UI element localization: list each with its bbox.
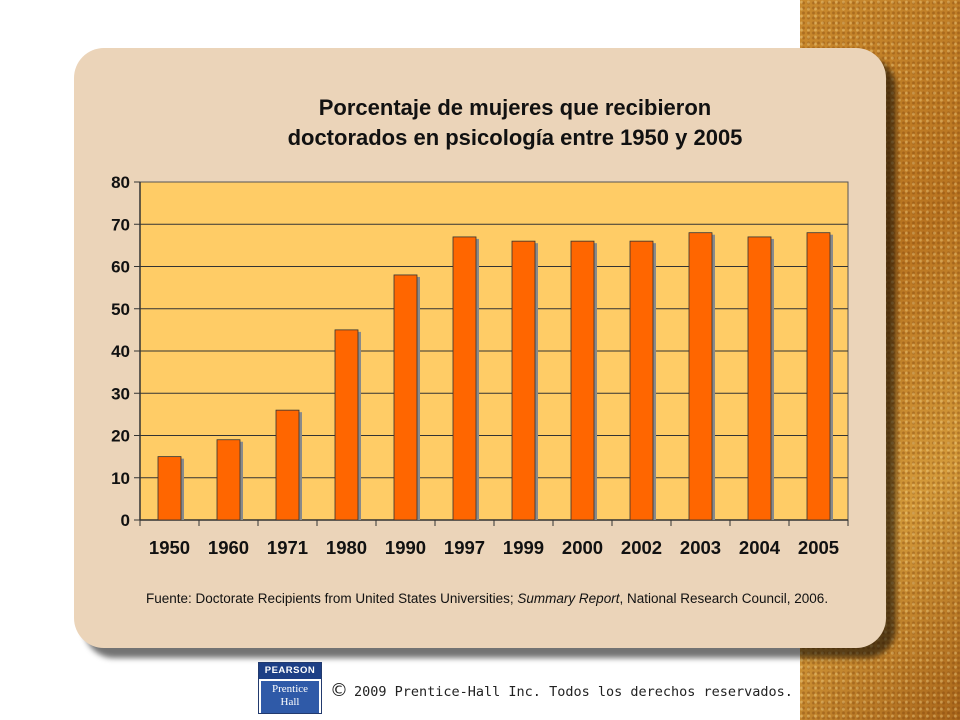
x-tick-label: 2005 [798, 537, 839, 558]
x-tick-label: 1950 [149, 537, 190, 558]
x-tick-label: 2002 [621, 537, 662, 558]
logo-line2: Hall [280, 696, 300, 708]
bar [629, 240, 654, 521]
chart-title-line1: Porcentaje de mujeres que recibieron [318, 95, 712, 120]
bar [806, 232, 831, 521]
bar [275, 409, 300, 521]
bar [334, 329, 359, 521]
bar [747, 236, 772, 521]
y-tick-label: 60 [111, 258, 130, 277]
bar [216, 439, 241, 521]
x-tick-label: 1990 [385, 537, 426, 558]
bar [511, 240, 536, 521]
chart-title-line2: doctorados en psicología entre 1950 y 20… [287, 125, 743, 150]
y-tick-label: 20 [111, 427, 130, 446]
source-note: Fuente: Doctorate Recipients from United… [146, 589, 866, 608]
copyright-label: 2009 Prentice-Hall Inc. Todos los derech… [354, 684, 793, 700]
logo-top-text: PEARSON [259, 663, 321, 679]
x-tick-label: 2003 [680, 537, 721, 558]
chart-title: Porcentaje de mujeres que recibieron doc… [190, 93, 840, 153]
source-prefix: Fuente: Doctorate Recipients from United… [146, 591, 518, 606]
logo-line1: Prentice [271, 683, 309, 695]
footer: PEARSON Prentice Hall © 2009 Prentice-Hal… [258, 662, 858, 714]
bar [688, 232, 713, 521]
y-tick-label: 50 [111, 300, 130, 319]
pearson-logo: PEARSON Prentice Hall [258, 662, 322, 714]
y-tick-label: 0 [121, 511, 130, 530]
bar [452, 236, 477, 521]
copyright-icon: © [330, 680, 348, 701]
x-tick-label: 1960 [208, 537, 249, 558]
x-tick-label: 1997 [444, 537, 485, 558]
copyright-text: © 2009 Prentice-Hall Inc. Todos los derec… [330, 680, 793, 701]
x-tick-label: 1971 [267, 537, 308, 558]
source-suffix: , National Research Council, 2006. [619, 591, 829, 606]
y-tick-label: 10 [111, 469, 130, 488]
x-tick-label: 1980 [326, 537, 367, 558]
y-tick-label: 80 [111, 173, 130, 192]
bar [393, 274, 418, 521]
x-tick-label: 1999 [503, 537, 544, 558]
logo-bottom: Prentice Hall [261, 681, 319, 713]
x-tick-label: 2000 [562, 537, 603, 558]
x-tick-label: 2004 [739, 537, 781, 558]
y-tick-label: 70 [111, 215, 130, 234]
bar [570, 240, 595, 521]
y-tick-label: 30 [111, 384, 130, 403]
bar [157, 456, 182, 521]
y-tick-label: 40 [111, 342, 130, 361]
source-italic: Summary Report [517, 591, 620, 606]
